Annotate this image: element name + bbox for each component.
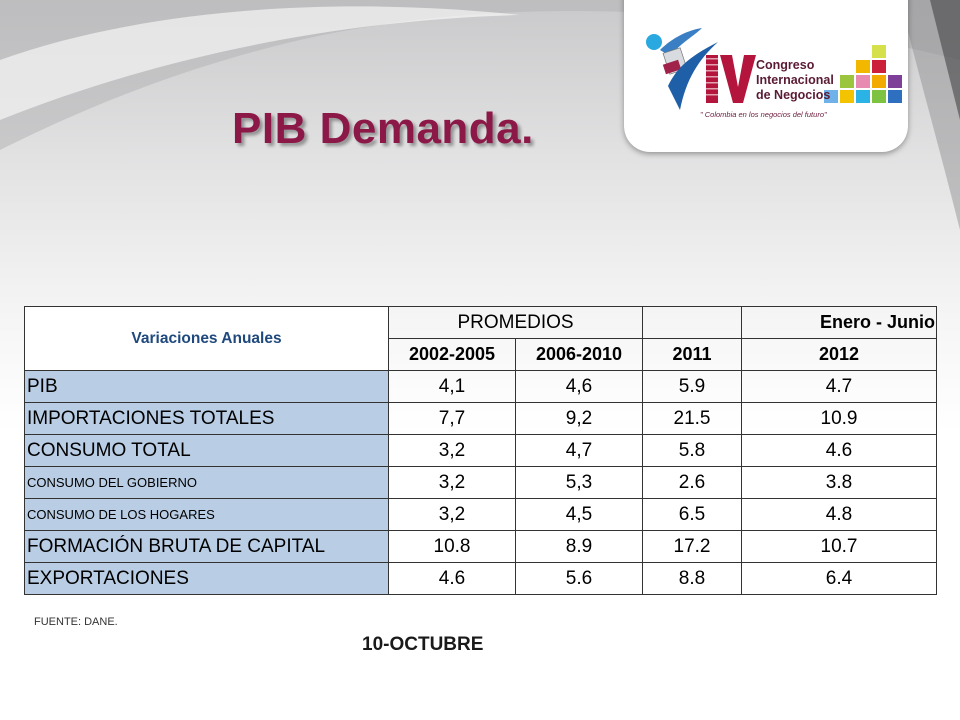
row-label: CONSUMO DE LOS HOGARES [24, 498, 389, 531]
table-cell: 8.9 [515, 530, 643, 563]
table-cell: 7,7 [388, 402, 516, 435]
table-cell: 10.7 [741, 530, 937, 563]
table-cell: 4.8 [741, 498, 937, 531]
row-label: IMPORTACIONES TOTALES [24, 402, 389, 435]
table-cell: 3.8 [741, 466, 937, 499]
logo-slogan: " Colombia en los negocios del futuro" [700, 110, 827, 119]
table-cell: 10.9 [741, 402, 937, 435]
table-cell: 6.4 [741, 562, 937, 595]
table-cell: 2.6 [642, 466, 742, 499]
table-cell: 5,3 [515, 466, 643, 499]
table-cell: 5.8 [642, 434, 742, 467]
period-header: 2002-2005 [388, 338, 516, 371]
row-label: CONSUMO TOTAL [24, 434, 389, 467]
logo-line-2: Internacional [756, 73, 834, 87]
table-cell: 5.6 [515, 562, 643, 595]
table-cell: 4,6 [515, 370, 643, 403]
table-period-row: 2002-2005 2006-2010 2011 2012 [25, 338, 937, 371]
table-cell: 5.9 [642, 370, 742, 403]
table-cell: 8.8 [642, 562, 742, 595]
table-row: PIB 4,1 4,6 5.9 4.7 [24, 370, 937, 403]
table-row: CONSUMO TOTAL 3,2 4,7 5.8 4.6 [24, 434, 937, 467]
period-header: 2012 [741, 338, 937, 371]
logo-graphic [646, 28, 902, 110]
table-cell: 21.5 [642, 402, 742, 435]
congress-logo: Congreso Internacional de Negocios " Col… [624, 0, 908, 152]
row-label: EXPORTACIONES [24, 562, 389, 595]
table-cell: 4.7 [741, 370, 937, 403]
table-cell: 4.6 [388, 562, 516, 595]
table-row: FORMACIÓN BRUTA DE CAPITAL 10.8 8.9 17.2… [24, 530, 937, 563]
row-label: CONSUMO DEL GOBIERNO [24, 466, 389, 499]
date-label: 10-OCTUBRE [362, 634, 484, 655]
table-cell: 6.5 [642, 498, 742, 531]
table-header-row: Variaciones Anuales PROMEDIOS Enero - Ju… [24, 306, 937, 371]
logo-line-1: Congreso [756, 58, 815, 72]
table-cell: 3,2 [388, 466, 516, 499]
table-row: CONSUMO DEL GOBIERNO 3,2 5,3 2.6 3.8 [24, 466, 937, 499]
header-promedios: PROMEDIOS [388, 306, 643, 339]
source-note: FUENTE: DANE. [34, 616, 118, 628]
pib-demand-table: Variaciones Anuales PROMEDIOS Enero - Ju… [24, 306, 937, 595]
row-label: FORMACIÓN BRUTA DE CAPITAL [24, 530, 389, 563]
period-header: 2006-2010 [515, 338, 643, 371]
table-cell: 4,5 [515, 498, 643, 531]
table-cell: 9,2 [515, 402, 643, 435]
table-row: IMPORTACIONES TOTALES 7,7 9,2 21.5 10.9 [24, 402, 937, 435]
table-row: EXPORTACIONES 4.6 5.6 8.8 6.4 [24, 562, 937, 595]
table-cell: 3,2 [388, 434, 516, 467]
table-cell: 4,1 [388, 370, 516, 403]
period-header: 2011 [642, 338, 742, 371]
table-cell: 17.2 [642, 530, 742, 563]
header-empty-cell [642, 306, 742, 339]
logo-line-3: de Negocios [756, 88, 831, 102]
table-cell: 4,7 [515, 434, 643, 467]
table-cell: 3,2 [388, 498, 516, 531]
table-cell: 4.6 [741, 434, 937, 467]
header-enero-junio: Enero - Junio [741, 306, 937, 339]
table-cell: 10.8 [388, 530, 516, 563]
slide-title: PIB Demanda. [232, 104, 534, 153]
row-label: PIB [24, 370, 389, 403]
header-variaciones: Variaciones Anuales [24, 306, 389, 371]
table-row: CONSUMO DE LOS HOGARES 3,2 4,5 6.5 4.8 [24, 498, 937, 531]
